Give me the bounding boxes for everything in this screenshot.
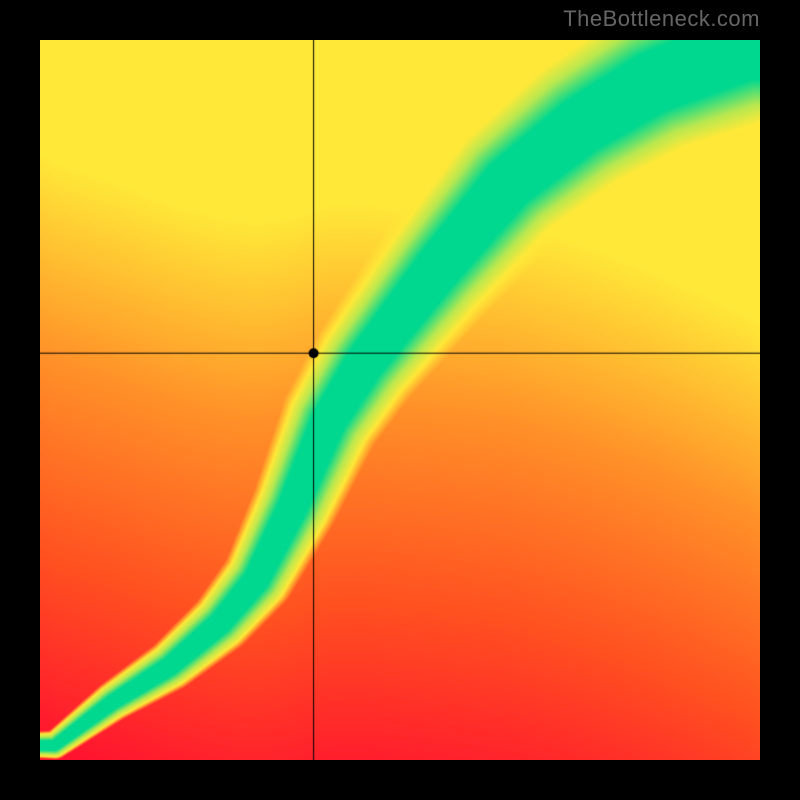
watermark-text: TheBottleneck.com — [563, 6, 760, 32]
plot-area — [40, 40, 760, 760]
heatmap-canvas — [40, 40, 760, 760]
chart-frame: TheBottleneck.com — [0, 0, 800, 800]
